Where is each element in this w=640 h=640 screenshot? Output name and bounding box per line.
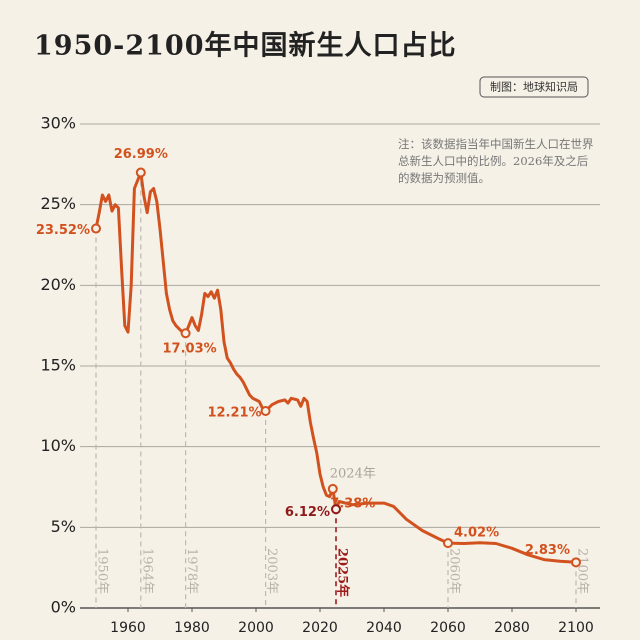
year-label: 1964年 bbox=[139, 548, 154, 594]
y-tick-label: 5% bbox=[51, 517, 76, 536]
year-label: 2024年 bbox=[330, 466, 376, 481]
marker bbox=[180, 328, 191, 339]
marker bbox=[327, 483, 338, 494]
x-tick-label: 2060 bbox=[430, 620, 466, 636]
year-label: 2003年 bbox=[264, 548, 279, 594]
y-tick-label: 30% bbox=[40, 114, 76, 133]
marker bbox=[260, 406, 271, 417]
credit: 制图：地球知识局 bbox=[490, 80, 578, 94]
x-tick-label: 2040 bbox=[366, 620, 402, 636]
year-label: 2025年 bbox=[335, 548, 351, 597]
value-label: 7.38% bbox=[330, 496, 375, 511]
year-label: 1978年 bbox=[184, 548, 199, 594]
credit-box bbox=[479, 76, 589, 98]
y-tick-label: 10% bbox=[40, 436, 76, 455]
marker bbox=[331, 504, 341, 515]
y-tick-label: 15% bbox=[40, 356, 76, 375]
value-label: 4.02% bbox=[454, 526, 499, 541]
x-tick-label: 2100 bbox=[558, 620, 594, 636]
x-tick-label: 1980 bbox=[174, 620, 210, 636]
value-label: 12.21% bbox=[207, 406, 261, 421]
value-label: 23.52% bbox=[36, 223, 90, 238]
value-label: 17.03% bbox=[163, 342, 217, 357]
line bbox=[94, 171, 577, 564]
x-tick-label: 1960 bbox=[110, 620, 146, 636]
chart-title: 1950-2100年中国新生人口占比 bbox=[34, 30, 457, 62]
year-label: 2100年 bbox=[575, 548, 590, 594]
marker bbox=[91, 223, 101, 234]
value-label: 26.99% bbox=[114, 147, 168, 162]
y-tick-label: 25% bbox=[40, 194, 76, 213]
value-label: 6.12% bbox=[285, 505, 330, 520]
value-label: 2.83% bbox=[525, 543, 570, 558]
x-tick-label: 2020 bbox=[302, 620, 338, 636]
y-tick-label: 0% bbox=[51, 598, 76, 617]
year-label: 1950年 bbox=[95, 548, 110, 594]
note: 注：该数据指当年中国新生人口在世界总新生人口中的比例。2026年及之后的数据为预… bbox=[398, 137, 594, 185]
marker bbox=[443, 538, 453, 549]
marker bbox=[135, 167, 146, 178]
x-tick-label: 2000 bbox=[238, 620, 274, 636]
y-tick-label: 20% bbox=[40, 275, 76, 294]
marker bbox=[571, 557, 581, 568]
year-label: 2060年 bbox=[447, 548, 462, 594]
x-tick-label: 2080 bbox=[494, 620, 530, 636]
